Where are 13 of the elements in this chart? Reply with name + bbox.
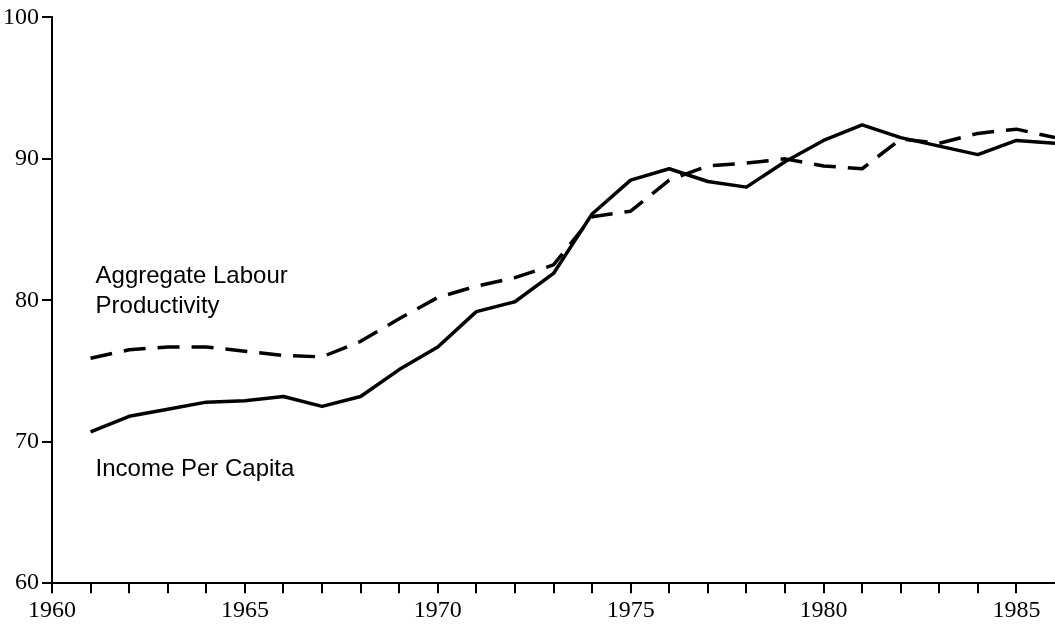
y-tick-label: 60	[15, 568, 39, 595]
x-tick-label: 1960	[28, 595, 76, 622]
x-tick-label: 1980	[799, 595, 848, 622]
x-tick-label: 1975	[606, 595, 655, 622]
x-tick-label: 1970	[413, 595, 462, 622]
series-label: Aggregate Labour Productivity	[95, 260, 288, 318]
x-tick-label: 1965	[220, 595, 269, 622]
y-tick-label: 90	[15, 144, 39, 171]
x-tick-label: 1985	[992, 595, 1041, 622]
y-tick-label: 70	[15, 427, 39, 454]
y-tick-label: 80	[15, 285, 39, 312]
series-label: Income Per Capita	[95, 454, 295, 482]
y-tick-label: 100	[3, 2, 39, 29]
